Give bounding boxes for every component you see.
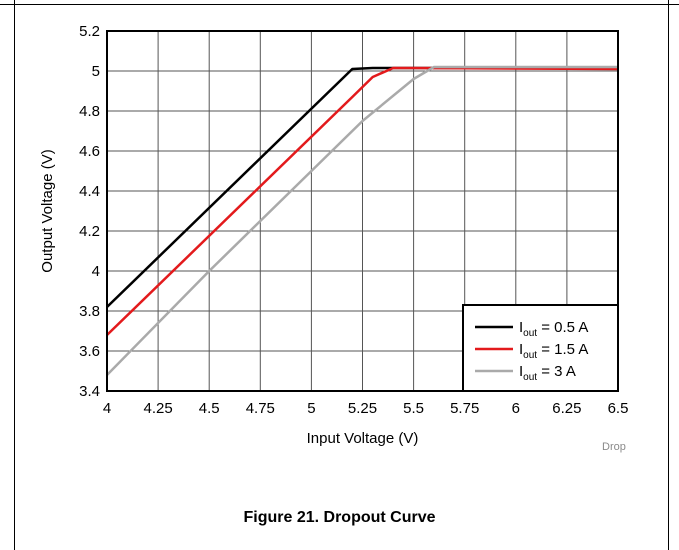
- x-tick-label: 6: [512, 400, 520, 417]
- x-axis-title: Input Voltage (V): [307, 430, 419, 447]
- x-tick-label: 5.25: [348, 400, 377, 417]
- page-top-border: [0, 0, 679, 5]
- y-tick-label: 3.8: [79, 303, 100, 320]
- y-axis-title: Output Voltage (V): [39, 149, 56, 272]
- legend-label: Iout = 0.5 A: [519, 319, 588, 339]
- watermark-text: Drop: [602, 441, 626, 453]
- x-tick-label: 5.75: [450, 400, 479, 417]
- legend-label-main: I: [519, 319, 523, 336]
- x-tick-label: 6.25: [552, 400, 581, 417]
- legend-label-value: = 1.5 A: [537, 341, 588, 358]
- legend-label: Iout = 1.5 A: [519, 341, 588, 361]
- series-lines: [106, 65, 619, 376]
- x-tick-label: 4.25: [143, 400, 172, 417]
- y-tick-label: 4.4: [79, 183, 100, 200]
- x-tick-label: 4.5: [199, 400, 220, 417]
- figure-caption: Figure 21. Dropout Curve: [243, 509, 436, 526]
- y-tick-label: 4.8: [79, 103, 100, 120]
- legend-label-subscript: out: [523, 350, 537, 361]
- y-tick-label: 3.6: [79, 343, 100, 360]
- x-tick-label: 4: [103, 400, 111, 417]
- page-right-border: [668, 0, 679, 550]
- tick-labels: 4 4.25 4.5 4.75 5 5.25 5.5 5.75 6 6.25 6.53.43.63.…: [79, 23, 628, 417]
- x-tick-label: 5: [307, 400, 315, 417]
- y-tick-label: 3.4: [79, 383, 100, 400]
- page-left-border: [0, 0, 15, 550]
- y-tick-label: 4.6: [79, 143, 100, 160]
- legend-label-subscript: out: [523, 328, 537, 339]
- y-tick-label: 4.2: [79, 223, 100, 240]
- legend-label-main: I: [519, 363, 523, 380]
- y-tick-label: 4: [92, 263, 100, 280]
- legend-label-subscript: out: [523, 372, 537, 383]
- legend-label-value: = 0.5 A: [537, 319, 588, 336]
- plot-area-frame: [106, 30, 619, 392]
- y-tick-label: 5: [92, 63, 100, 80]
- y-tick-label: 5.2: [79, 23, 100, 40]
- legend-label-main: I: [519, 341, 523, 358]
- x-tick-label: 6.5: [608, 400, 629, 417]
- x-tick-label: 5.5: [403, 400, 424, 417]
- legend-label-value: = 3 A: [537, 363, 576, 380]
- legend-label: Iout = 3 A: [519, 363, 576, 383]
- series-line-3: [106, 65, 618, 376]
- x-tick-label: 4.75: [246, 400, 275, 417]
